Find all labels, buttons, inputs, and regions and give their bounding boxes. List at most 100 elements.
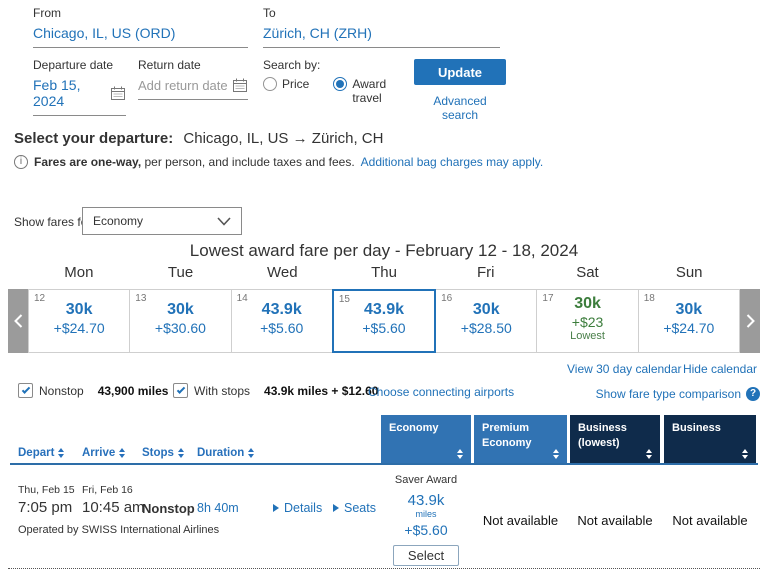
select-departure-label: Select your departure: [14,130,174,147]
from-value[interactable]: Chicago, IL, US (ORD) [33,25,176,41]
hide-calendar-link[interactable]: Hide calendar [682,362,757,376]
day-number: 17 [542,293,554,304]
departure-date-label: Departure date [33,58,114,72]
return-date-label: Return date [138,58,201,72]
fare-fee: +$5.60 [404,522,448,538]
day-miles: 30k [167,301,194,318]
calendar-next-button[interactable] [740,289,760,353]
day-miles: 30k [675,301,703,318]
day-card-tue-13[interactable]: 13 30k +$30.60 [129,289,232,353]
with-stops-checkbox[interactable] [173,383,188,398]
day-number: 16 [441,293,453,304]
sort-icon [119,448,126,458]
day-card-sun-18[interactable]: 18 30k +$24.70 [637,289,740,353]
sort-header-label: Duration [197,447,245,459]
advanced-search-link[interactable]: Advanced search [433,94,487,122]
day-fee: +$28.50 [460,320,512,336]
day-card-wed-14[interactable]: 14 43.9k +$5.60 [230,289,333,353]
fare-calendar-strip: 12 30k +$24.70 13 30k +$30.60 14 43.9k +… [28,289,740,353]
select-fare-button[interactable]: Select [393,545,459,566]
sort-header-label: Stops [142,447,174,459]
sort-header-label: Arrive [82,447,116,459]
update-button[interactable]: Update [414,59,506,85]
chevron-down-icon [217,216,231,226]
details-link[interactable]: Details [273,501,322,515]
cabin-header-label: Economy [389,422,439,434]
table-header-divider [10,463,758,465]
day-card-thu-15-selected[interactable]: 15 43.9k +$5.60 [331,289,437,353]
day-miles: 30k [472,301,500,318]
weekday-label: Fri [476,264,495,281]
details-triangle-icon [273,504,279,512]
return-date-field[interactable]: Return date Add return date [138,58,248,100]
weekday-label: Mon [64,264,94,281]
chevron-left-icon [13,314,22,328]
price-radio-option[interactable]: Price [263,77,309,105]
to-value[interactable]: Zürich, CH (ZRH) [263,25,372,41]
search-by-label: Search by: [263,58,321,72]
departure-date-value[interactable]: Feb 15, 2024 [33,77,81,109]
award-travel-radio[interactable] [333,77,348,91]
day-number: 18 [643,293,655,304]
day-card-fri-16[interactable]: 16 30k +$28.50 [435,289,538,353]
day-number: 12 [34,293,46,304]
seats-link-label: Seats [344,501,376,515]
cabin-header-business-lowest[interactable]: Business (lowest) [570,415,660,465]
help-icon[interactable]: ? [746,387,760,401]
weekday-label: Tue [167,264,194,281]
sort-icon [177,448,184,458]
seats-triangle-icon [333,504,339,512]
cabin-header-label: Business [672,422,721,434]
select-departure-heading: Select your departure: Chicago, IL, US →… [14,130,383,147]
bag-charges-link[interactable]: Additional bag charges may apply. [360,155,544,169]
depart-time: 7:05 pm [18,499,73,516]
fare-notice-bold: Fares are one-way, [34,155,142,169]
sort-header-duration[interactable]: Duration [197,447,255,459]
stops-cell: Nonstop [142,501,195,516]
premium-economy-not-available: Not available [482,513,559,528]
sort-icon [742,449,748,459]
sort-header-arrive[interactable]: Arrive [82,447,126,459]
sort-header-depart[interactable]: Depart [18,447,65,459]
arrive-time: 10:45 am [82,499,145,516]
depart-cell: Thu, Feb 15 7:05 pm [18,484,75,516]
nonstop-filter: Nonstop 43,900 miles [18,383,168,398]
day-card-mon-12[interactable]: 12 30k +$24.70 [28,289,131,353]
calendar-icon[interactable] [232,77,248,93]
calendar-title: Lowest award fare per day - February 12 … [189,241,579,260]
cabin-header-premium-economy[interactable]: Premium Economy [474,415,567,465]
departure-date-field[interactable]: Departure date Feb 15, 2024 [33,58,126,116]
day-number: 15 [338,294,350,305]
cabin-header-economy[interactable]: Economy [381,415,471,465]
fare-notice-rest: per person, and include taxes and fees. [141,155,355,169]
fare-type-comparison[interactable]: Show fare type comparison ? [596,387,760,401]
cabin-header-label: Business (lowest) [578,422,627,449]
nonstop-checkbox[interactable] [18,383,33,398]
weekday-label: Sat [576,264,599,281]
cabin-header-business[interactable]: Business [664,415,756,465]
day-card-sat-17-lowest[interactable]: 17 30k +$23 Lowest [536,289,639,353]
calendar-prev-button[interactable] [8,289,28,353]
weekday-label: Wed [267,264,298,281]
business-lowest-not-available: Not available [577,513,653,528]
sort-header-stops[interactable]: Stops [142,447,184,459]
seats-link[interactable]: Seats [333,501,376,515]
weekday-label: Sun [675,264,703,281]
award-travel-radio-option[interactable]: Award travel [333,77,396,105]
cabin-select[interactable]: Economy [82,207,242,235]
sort-icon [553,449,559,459]
price-radio[interactable] [263,77,277,91]
from-field[interactable]: From Chicago, IL, US (ORD) [33,6,248,48]
row-separator [8,568,760,569]
show-fare-type-comparison-link[interactable]: Show fare type comparison [595,387,741,401]
return-date-placeholder[interactable]: Add return date [138,77,228,93]
view-30-day-calendar-link[interactable]: View 30 day calendar [567,362,682,376]
to-field[interactable]: To Zürich, CH (ZRH) [263,6,500,48]
depart-date: Thu, Feb 15 [18,484,75,496]
choose-connecting-airports-link[interactable]: Choose connecting airports [368,385,515,399]
duration-link[interactable]: 8h 40m [197,501,239,515]
calendar-icon[interactable] [110,85,126,101]
fare-type-label: Saver Award [394,474,458,486]
show-fares-label: Show fares for [14,215,92,229]
